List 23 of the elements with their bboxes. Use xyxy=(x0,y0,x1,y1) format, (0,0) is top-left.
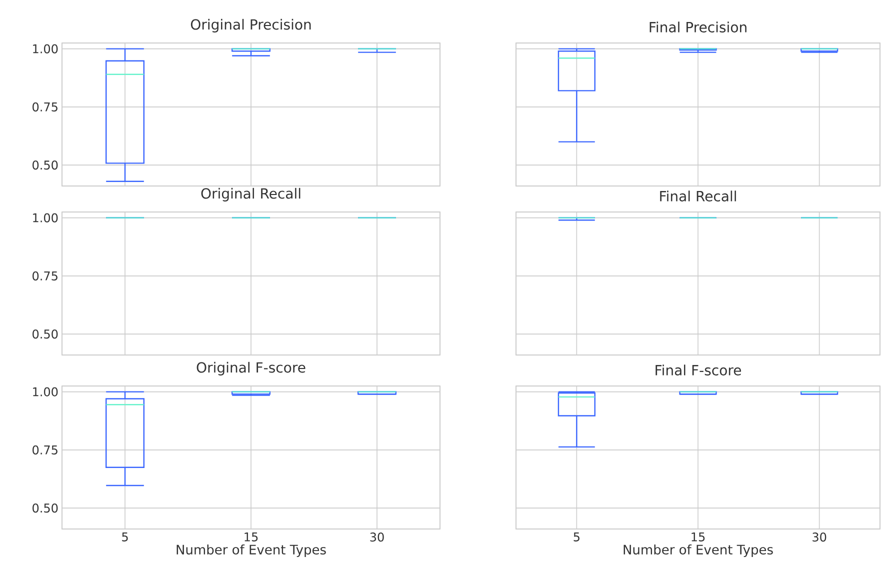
x-axis-title: Number of Event Types xyxy=(176,544,326,558)
chart-title: Final Precision xyxy=(650,22,746,32)
chart-title: Original F-score xyxy=(196,362,306,376)
y-tick-label: 0.75 xyxy=(32,271,58,280)
y-tick-label: 0.50 xyxy=(32,160,58,170)
y-tick-label: 0.75 xyxy=(32,445,58,454)
x-tick-label: 30 xyxy=(812,532,826,542)
y-tick-label: 1.00 xyxy=(33,213,58,222)
x-tick-label: 30 xyxy=(370,532,384,542)
x-axis-title: Number of Event Types xyxy=(624,544,773,558)
chart-title: Final F-score xyxy=(656,364,742,376)
chart-title: Original Precision xyxy=(190,18,311,32)
x-tick-label: 15 xyxy=(244,532,258,542)
y-tick-label: 1.00 xyxy=(33,44,58,54)
chart-title: Original Recall xyxy=(201,188,300,202)
y-tick-label: 0.50 xyxy=(32,504,58,513)
chart-title: Final Recall xyxy=(660,190,736,202)
y-tick-label: 0.75 xyxy=(32,102,58,112)
x-tick-label: 5 xyxy=(122,532,128,542)
x-tick-label: 15 xyxy=(692,532,705,542)
y-tick-label: 1.00 xyxy=(33,387,58,396)
y-tick-label: 0.50 xyxy=(32,330,58,339)
x-tick-label: 5 xyxy=(574,532,580,542)
